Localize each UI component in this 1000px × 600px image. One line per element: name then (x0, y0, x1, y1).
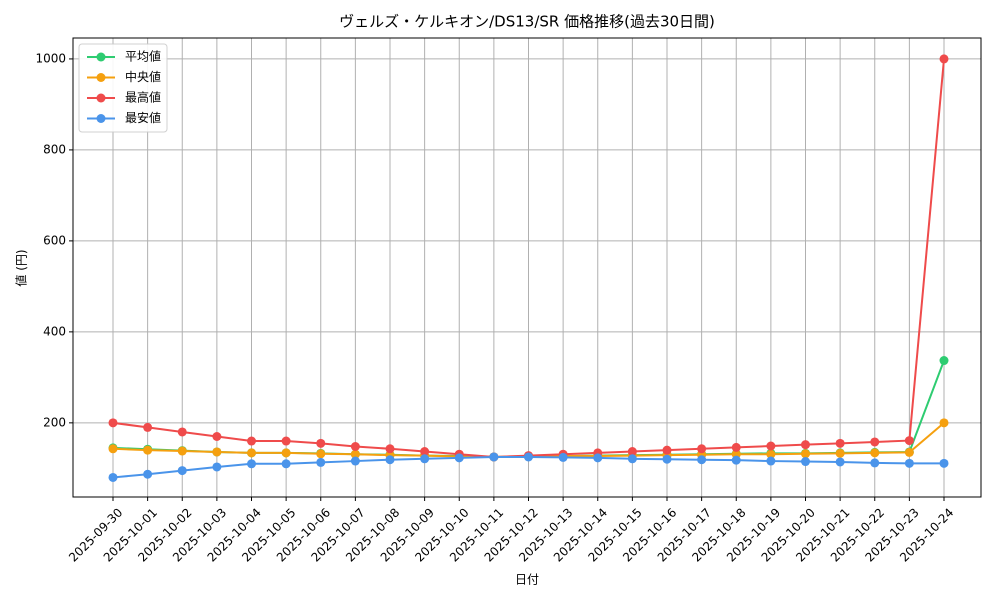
point (350, 456, 360, 466)
point (939, 356, 949, 366)
point (870, 458, 880, 468)
legend-marker (96, 114, 106, 123)
point (420, 447, 430, 457)
point (177, 466, 187, 476)
point (627, 454, 637, 464)
chart-title: ヴェルズ・ケルキオン/DS13/SR 価格推移(過去30日間) (339, 13, 715, 31)
point (939, 418, 949, 428)
point (489, 452, 499, 462)
legend-box (78, 43, 168, 133)
point (212, 431, 222, 441)
legend-label: 中央値 (125, 69, 161, 84)
point (143, 469, 153, 479)
point (662, 445, 672, 455)
point (247, 448, 256, 458)
point (835, 448, 845, 458)
y-tick-label: 200 (43, 415, 66, 429)
legend-marker (96, 52, 106, 62)
point (316, 438, 326, 448)
point (143, 445, 153, 455)
legend-marker (96, 93, 106, 103)
point (454, 453, 464, 463)
legend-label: 最高値 (125, 90, 161, 105)
point (835, 438, 845, 448)
point (108, 444, 118, 454)
point (247, 459, 256, 469)
point (766, 449, 776, 459)
point (904, 436, 914, 446)
point (904, 458, 914, 468)
point (108, 418, 118, 428)
point (177, 446, 187, 456)
point (316, 449, 326, 459)
point (697, 455, 707, 465)
y-tick-label: 800 (43, 142, 66, 156)
point (281, 459, 291, 469)
point (766, 441, 776, 451)
point (801, 440, 810, 450)
x-axis-label: 日付 (515, 573, 539, 587)
point (350, 442, 360, 452)
point (524, 452, 533, 462)
y-tick-label: 1000 (35, 51, 66, 65)
point (177, 427, 187, 437)
point (558, 452, 568, 462)
point (870, 448, 880, 458)
point (627, 447, 637, 457)
point (247, 436, 256, 446)
point (835, 457, 845, 467)
point (385, 444, 395, 454)
point (281, 448, 291, 458)
legend-marker (96, 73, 106, 82)
point (212, 447, 222, 457)
legend-label: 最安値 (125, 110, 161, 125)
point (108, 472, 118, 482)
point (801, 449, 810, 459)
point (731, 455, 741, 465)
point (766, 456, 776, 466)
point (420, 454, 430, 464)
point (212, 462, 222, 472)
point (904, 447, 914, 457)
point (870, 437, 880, 447)
y-tick-label: 400 (43, 324, 66, 338)
point (593, 453, 603, 463)
plot-frame (72, 37, 982, 498)
point (662, 454, 672, 464)
point (143, 422, 153, 432)
point (697, 444, 707, 454)
point (939, 458, 949, 468)
point (350, 449, 360, 459)
legend-label: 平均値 (125, 49, 161, 64)
point (281, 436, 291, 446)
point (939, 54, 949, 64)
point (801, 457, 810, 467)
y-axis-label: 値 (円) (14, 249, 29, 286)
y-tick-label: 600 (43, 233, 66, 247)
point (731, 442, 741, 452)
point (385, 455, 395, 465)
point (316, 457, 326, 467)
